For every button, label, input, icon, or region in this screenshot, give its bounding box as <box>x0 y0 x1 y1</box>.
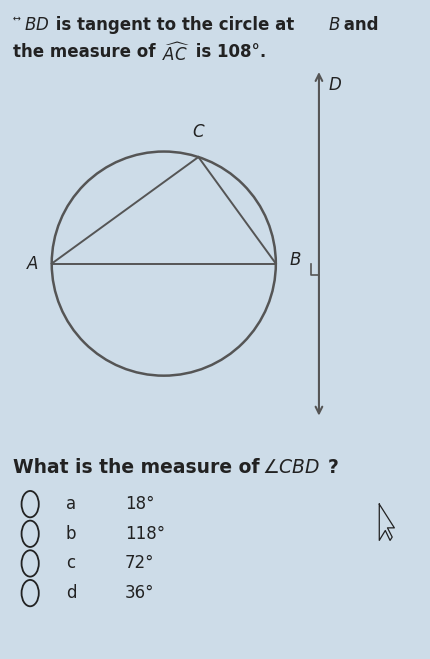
Text: What is the measure of: What is the measure of <box>13 458 265 477</box>
Text: $\widehat{AC}$: $\widehat{AC}$ <box>161 43 190 65</box>
Text: 36°: 36° <box>125 584 154 602</box>
Text: ?: ? <box>327 458 338 477</box>
Text: $\angle CBD$: $\angle CBD$ <box>261 458 319 477</box>
Text: and: and <box>338 16 378 34</box>
Text: 18°: 18° <box>125 495 154 513</box>
Text: b: b <box>66 525 76 543</box>
Text: the measure of: the measure of <box>13 43 161 61</box>
Text: $B$: $B$ <box>327 16 339 34</box>
Text: $\overleftrightarrow{BD}$: $\overleftrightarrow{BD}$ <box>13 16 49 34</box>
Text: $B$: $B$ <box>288 251 301 270</box>
Text: 72°: 72° <box>125 554 154 573</box>
Text: c: c <box>66 554 76 573</box>
Text: is tangent to the circle at: is tangent to the circle at <box>49 16 299 34</box>
Text: $A$: $A$ <box>26 254 39 273</box>
Text: $D$: $D$ <box>327 76 341 94</box>
Text: 118°: 118° <box>125 525 165 543</box>
Text: is 108°.: is 108°. <box>189 43 265 61</box>
Text: d: d <box>66 584 76 602</box>
Text: $C$: $C$ <box>191 123 205 140</box>
Text: a: a <box>66 495 76 513</box>
